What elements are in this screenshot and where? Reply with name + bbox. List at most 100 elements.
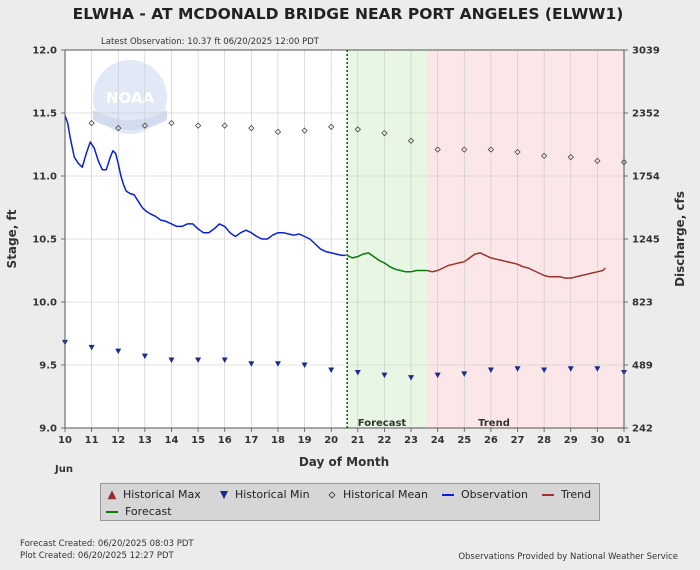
historical-mean-point <box>115 125 122 132</box>
legend-label: Historical Min <box>235 488 310 501</box>
y-tick-label-left: 12.0 <box>32 46 57 57</box>
historical-mean-point <box>168 119 175 127</box>
historical-mean-point <box>248 125 255 132</box>
legend-observation: Observation <box>441 488 528 501</box>
x-tick-label: 13 <box>138 435 152 446</box>
chart-legend: Historical Max Historical Min Historical… <box>100 483 600 521</box>
x-tick-label: 01 <box>617 435 631 446</box>
legend-label: Forecast <box>125 505 172 518</box>
legend-historical-mean: Historical Mean <box>327 488 428 501</box>
line-icon <box>542 493 554 496</box>
historical-mean-point <box>195 122 202 129</box>
y-tick-label-right: 1245 <box>632 235 660 246</box>
trend-line <box>426 252 606 279</box>
x-tick-label: 17 <box>244 435 258 446</box>
historical-mean-point <box>594 157 601 164</box>
x-tick-label: 27 <box>511 435 525 446</box>
y-axis-left-label: Stage, ft <box>5 209 19 268</box>
x-tick-label: 30 <box>590 435 604 446</box>
y-tick-label-right: 242 <box>632 424 653 435</box>
y-tick-label-right: 1754 <box>632 172 660 183</box>
credit-text: Observations Provided by National Weathe… <box>458 552 678 562</box>
historical-min-point <box>88 344 95 351</box>
historical-mean-point <box>514 148 521 156</box>
diamond-icon <box>328 490 336 499</box>
triangle-up-icon <box>107 489 117 499</box>
historical-min-point <box>461 371 468 377</box>
historical-mean-point <box>407 137 415 144</box>
noaa-watermark-text: NOAA <box>106 89 155 107</box>
y-tick-label-left: 9.5 <box>39 361 57 372</box>
line-icon <box>442 493 454 496</box>
historical-mean-point <box>461 146 468 153</box>
x-tick-label: 10 <box>58 435 72 446</box>
historical-mean-point <box>301 127 308 134</box>
historical-min-point <box>567 366 574 372</box>
historical-mean-point <box>567 154 574 161</box>
x-tick-label: 26 <box>484 435 498 446</box>
y-tick-label-left: 11.5 <box>32 109 57 120</box>
legend-historical-max: Historical Max <box>107 488 201 501</box>
x-tick-label: 24 <box>431 435 445 446</box>
y-tick-label-right: 823 <box>632 298 653 309</box>
historical-min-point <box>274 361 281 367</box>
chart-subtitle: Latest Observation: 10.37 ft 06/20/2025 … <box>101 37 320 47</box>
chart-title: ELWHA - AT MCDONALD BRIDGE NEAR PORT ANG… <box>73 5 624 23</box>
plot-created-text: Plot Created: 06/20/2025 12:27 PDT <box>20 551 174 561</box>
x-tick-label: 12 <box>111 435 125 446</box>
trend-region-label: Trend <box>478 418 510 429</box>
x-tick-label: 18 <box>271 435 285 446</box>
legend-historical-min: Historical Min <box>219 488 310 501</box>
historical-mean-point <box>381 130 388 137</box>
historical-min-point <box>328 367 335 374</box>
legend-label: Historical Mean <box>343 488 428 501</box>
x-tick-label: 16 <box>218 435 232 446</box>
historical-min-point <box>168 357 175 363</box>
historical-mean-point <box>88 119 95 127</box>
x-tick-label: 19 <box>298 435 312 446</box>
noaa-watermark: NOAA <box>93 60 167 134</box>
y-tick-label-left: 10.0 <box>32 298 57 309</box>
x-tick-label: 25 <box>457 435 471 446</box>
historical-min-point <box>487 367 494 374</box>
historical-mean-point <box>141 122 148 129</box>
y-tick-label-left: 10.5 <box>32 235 57 246</box>
hydrograph-chart: ELWHA - AT MCDONALD BRIDGE NEAR PORT ANG… <box>5 5 687 475</box>
observation-line <box>64 115 346 257</box>
historical-mean-point <box>274 128 282 135</box>
historical-min-point <box>195 357 202 363</box>
x-tick-label: 15 <box>191 435 205 446</box>
y-tick-label-right: 2352 <box>632 109 660 120</box>
y-tick-label-left: 9.0 <box>39 424 57 435</box>
legend-label: Historical Max <box>123 488 201 501</box>
historical-mean-point <box>221 122 228 129</box>
x-tick-label: 11 <box>85 435 99 446</box>
x-tick-label: 20 <box>324 435 338 446</box>
x-tick-label: 21 <box>351 435 365 446</box>
legend-forecast: Forecast <box>105 505 172 518</box>
historical-min-point <box>354 370 361 376</box>
historical-min-point <box>541 367 548 374</box>
x-tick-label: 14 <box>165 435 179 446</box>
x-tick-label: 29 <box>564 435 578 446</box>
historical-min-point <box>115 348 122 355</box>
historical-mean-point <box>434 146 441 153</box>
historical-mean-point <box>541 152 548 159</box>
forecast-created-text: Forecast Created: 06/20/2025 08:03 PDT <box>20 539 194 549</box>
historical-min-point <box>381 372 388 379</box>
y-tick-label-left: 11.0 <box>32 172 57 183</box>
historical-mean-point <box>354 126 361 133</box>
historical-min-point <box>434 372 441 379</box>
y-axis-right-label: Discharge, cfs <box>673 191 687 287</box>
historical-min-point <box>141 353 148 360</box>
x-tick-label: 22 <box>377 435 391 446</box>
historical-min-point <box>594 366 601 372</box>
y-tick-label-right: 3039 <box>632 46 660 57</box>
x-tick-label: 28 <box>537 435 551 446</box>
historical-mean-point <box>328 123 335 130</box>
triangle-down-icon <box>220 490 228 499</box>
historical-mean-point <box>487 146 494 153</box>
historical-min-point <box>408 375 415 381</box>
x-tick-label: 23 <box>404 435 418 446</box>
legend-trend: Trend <box>541 488 591 501</box>
